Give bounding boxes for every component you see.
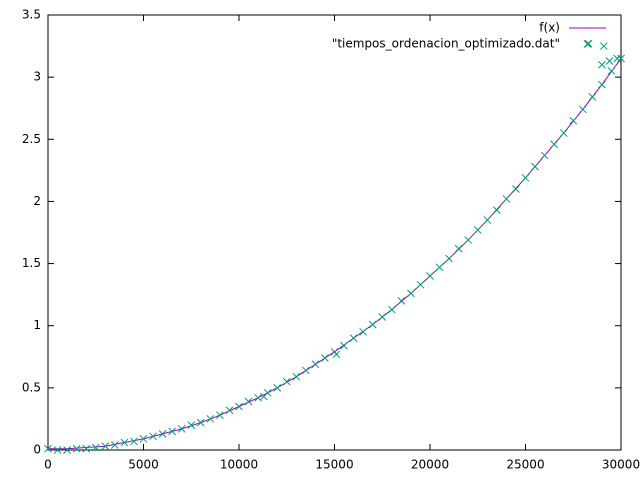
point	[588, 93, 597, 101]
point	[578, 105, 587, 114]
legend-label: f(x)	[539, 21, 560, 35]
point	[492, 206, 501, 214]
point	[368, 320, 377, 329]
point	[301, 366, 310, 375]
y-tick-label: 1	[33, 318, 41, 332]
point	[91, 443, 100, 452]
y-tick-label: 1.5	[22, 256, 41, 270]
y-tick-label: 0	[33, 443, 41, 457]
y-tick-label: 3.5	[22, 8, 41, 22]
point	[63, 446, 71, 454]
point	[512, 185, 520, 193]
x-tick-label: 20000	[411, 458, 449, 472]
point	[598, 80, 606, 89]
point	[605, 57, 614, 65]
line	[48, 58, 622, 450]
legend-label: "tiempos_ordenacion_optimizado.dat"	[332, 37, 560, 51]
point	[617, 54, 625, 63]
point	[445, 254, 453, 263]
point	[273, 384, 282, 392]
point	[225, 406, 234, 415]
point	[216, 411, 224, 420]
point	[101, 442, 110, 451]
point	[483, 216, 492, 224]
point	[120, 438, 129, 447]
point	[607, 67, 616, 75]
x-tick-label: 25000	[506, 458, 544, 472]
point	[292, 372, 301, 381]
point	[235, 402, 243, 411]
point	[110, 441, 119, 449]
point	[244, 397, 253, 406]
legend-swatch	[583, 40, 592, 48]
point	[397, 297, 406, 305]
y-tick-label: 3	[33, 70, 41, 84]
point	[521, 173, 530, 182]
y-tick-label: 2.5	[22, 132, 41, 146]
point	[282, 377, 291, 386]
point	[259, 392, 268, 401]
point	[426, 272, 434, 280]
point	[72, 444, 81, 453]
y-tick-label: 2	[33, 194, 41, 208]
point	[531, 162, 539, 171]
point	[435, 263, 444, 272]
point	[130, 437, 138, 446]
point	[473, 226, 482, 234]
point	[44, 444, 52, 453]
point	[311, 360, 320, 369]
x-tick-label: 0	[44, 458, 52, 472]
point	[332, 350, 341, 359]
point	[407, 289, 415, 298]
point	[187, 421, 196, 429]
point	[196, 418, 205, 427]
point	[158, 429, 167, 438]
point	[464, 236, 473, 244]
point	[598, 60, 606, 69]
point	[149, 432, 157, 441]
point	[321, 354, 329, 362]
point	[599, 42, 608, 50]
x-tick-label: 10000	[220, 458, 258, 472]
point	[550, 140, 559, 149]
point	[378, 313, 387, 321]
point	[177, 425, 186, 433]
point	[569, 116, 578, 125]
point	[53, 446, 62, 454]
point	[502, 195, 511, 203]
point	[454, 244, 463, 253]
point	[349, 334, 358, 342]
x-tick-label: 5000	[128, 458, 159, 472]
point	[340, 341, 348, 350]
x-tick-label: 15000	[315, 458, 353, 472]
point	[206, 415, 215, 423]
point	[359, 328, 368, 336]
point	[82, 444, 91, 453]
y-tick-label: 0.5	[22, 380, 41, 394]
x-tick-label: 30000	[602, 458, 640, 472]
point	[416, 280, 425, 289]
plot-frame	[47, 14, 622, 451]
point	[387, 305, 396, 314]
point	[139, 434, 148, 443]
point	[613, 54, 622, 63]
point	[540, 151, 549, 160]
point	[559, 129, 568, 137]
point	[168, 427, 177, 436]
